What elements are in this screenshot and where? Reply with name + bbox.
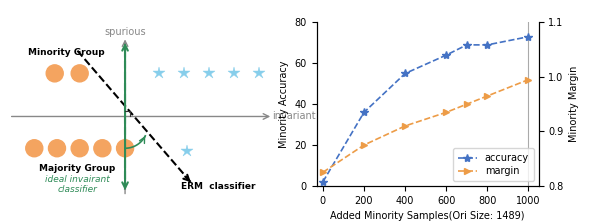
Text: classifier: classifier — [57, 185, 97, 194]
Circle shape — [71, 65, 88, 82]
Text: spurious: spurious — [104, 27, 146, 37]
margin — [525, 78, 532, 81]
Line: accuracy: accuracy — [318, 32, 533, 186]
Circle shape — [26, 140, 43, 157]
Text: Minority Group: Minority Group — [28, 48, 104, 58]
margin — [401, 125, 408, 127]
Circle shape — [94, 140, 111, 157]
margin — [484, 95, 491, 97]
Text: ERM  classifier: ERM classifier — [181, 182, 255, 191]
accuracy — [361, 111, 368, 114]
accuracy — [463, 43, 470, 46]
margin — [319, 171, 326, 174]
Y-axis label: Minority Accuracy: Minority Accuracy — [279, 60, 289, 148]
Circle shape — [71, 140, 88, 157]
accuracy — [443, 54, 450, 56]
accuracy — [401, 72, 408, 75]
Y-axis label: Minority Margin: Minority Margin — [570, 66, 579, 142]
accuracy — [525, 35, 532, 38]
X-axis label: Added Minority Samples(Ori Size: 1489): Added Minority Samples(Ori Size: 1489) — [330, 211, 525, 221]
Circle shape — [49, 140, 66, 157]
accuracy — [484, 43, 491, 46]
Circle shape — [117, 140, 134, 157]
margin — [361, 144, 368, 146]
Text: Majority Group: Majority Group — [39, 164, 115, 173]
margin — [443, 111, 450, 114]
Circle shape — [46, 65, 63, 82]
accuracy — [319, 181, 326, 183]
Text: ideal invairant: ideal invairant — [45, 175, 110, 185]
Text: invariant: invariant — [272, 112, 316, 121]
Line: margin: margin — [320, 76, 532, 176]
Legend: accuracy, margin: accuracy, margin — [453, 149, 534, 181]
margin — [463, 103, 470, 106]
